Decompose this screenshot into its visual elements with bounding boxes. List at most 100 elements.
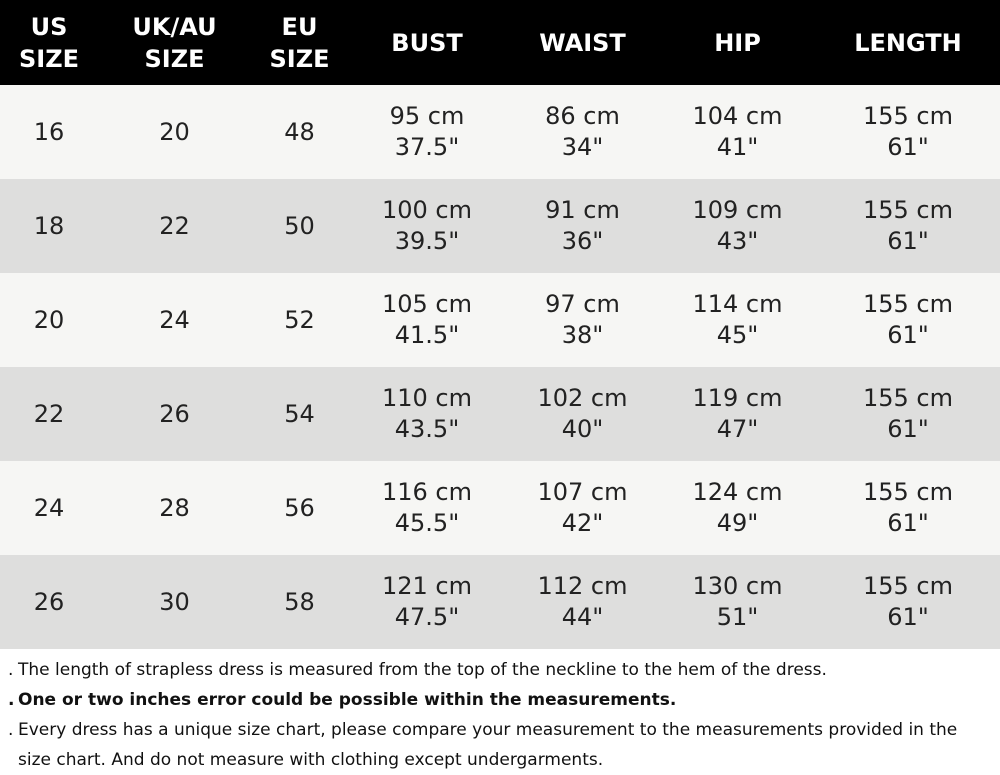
- waist-cell: 86 cm 34": [506, 85, 659, 179]
- bust-cell: 110 cm 43.5": [348, 367, 506, 461]
- cell-value: 48: [284, 117, 315, 146]
- uk-au-size-cell: 30: [98, 555, 251, 649]
- cell-value: 155 cm: [862, 384, 953, 412]
- header-label: EU: [281, 12, 318, 41]
- cell-value: 102 cm: [537, 384, 628, 412]
- cell-value-inches: 61": [887, 603, 929, 631]
- cell-value: 105 cm: [381, 290, 472, 318]
- table-row: 26 30 58 121 cm 47.5" 112 cm 44" 130 cm 51" 155 c…: [0, 555, 1000, 649]
- cell-value: 58: [284, 587, 315, 616]
- cell-value-inches: 43.5": [394, 415, 460, 443]
- cell-value: 114 cm: [692, 290, 783, 318]
- bust-cell: 95 cm 37.5": [348, 85, 506, 179]
- bust-cell: 116 cm 45.5": [348, 461, 506, 555]
- cell-value: 30: [159, 587, 190, 616]
- cell-value: 50: [284, 211, 315, 240]
- cell-value: 22: [33, 399, 65, 428]
- table-row: 22 26 54 110 cm 43.5" 102 cm 40" 119 cm 47" 155 c…: [0, 367, 1000, 461]
- cell-value-inches: 61": [887, 227, 929, 255]
- cell-value: 22: [159, 211, 190, 240]
- hip-cell: 124 cm 49": [659, 461, 816, 555]
- cell-value-inches: 38": [561, 321, 604, 349]
- header-uk-au-size: UK/AU SIZE: [98, 0, 251, 85]
- eu-size-cell: 52: [251, 273, 348, 367]
- cell-value: 121 cm: [381, 572, 472, 600]
- note-item: . Every dress has a unique size chart, pl…: [8, 715, 993, 775]
- cell-value: 26: [159, 399, 190, 428]
- header-label: SIZE: [18, 44, 79, 73]
- header-waist: WAIST: [506, 0, 659, 85]
- header-row: US SIZE UK/AU SIZE EU SIZE BUST WAIST HIP LENGTH: [0, 0, 1000, 85]
- cell-value: 26: [33, 587, 65, 616]
- length-cell: 155 cm 61": [816, 179, 1000, 273]
- cell-value-inches: 41.5": [394, 321, 460, 349]
- cell-value: 24: [159, 305, 190, 334]
- waist-cell: 107 cm 42": [506, 461, 659, 555]
- cell-value-inches: 43": [716, 227, 759, 255]
- cell-value: 155 cm: [862, 478, 953, 506]
- cell-value: 110 cm: [381, 384, 472, 412]
- header-label: SIZE: [269, 44, 330, 73]
- header-label: US: [30, 12, 68, 41]
- us-size-cell: 24: [0, 461, 98, 555]
- us-size-cell: 16: [0, 85, 98, 179]
- eu-size-cell: 48: [251, 85, 348, 179]
- cell-value-inches: 40": [561, 415, 604, 443]
- cell-value: 130 cm: [692, 572, 783, 600]
- eu-size-cell: 58: [251, 555, 348, 649]
- cell-value: 104 cm: [692, 102, 783, 130]
- cell-value: 109 cm: [692, 196, 783, 224]
- header-length: LENGTH: [816, 0, 1000, 85]
- header-label: HIP: [714, 28, 761, 57]
- cell-value-inches: 61": [887, 415, 929, 443]
- eu-size-cell: 50: [251, 179, 348, 273]
- note-item: . The length of strapless dress is measur…: [8, 655, 993, 685]
- cell-value: 155 cm: [862, 290, 953, 318]
- cell-value: 155 cm: [862, 572, 953, 600]
- header-eu-size: EU SIZE: [251, 0, 348, 85]
- table-row: 16 20 48 95 cm 37.5" 86 cm 34" 104 cm 41" 155 cm 6…: [0, 85, 1000, 179]
- bullet-icon: .: [8, 660, 14, 680]
- length-cell: 155 cm 61": [816, 273, 1000, 367]
- cell-value: 91 cm: [545, 196, 620, 224]
- cell-value: 107 cm: [537, 478, 628, 506]
- uk-au-size-cell: 20: [98, 85, 251, 179]
- cell-value: 52: [284, 305, 315, 334]
- cell-value-inches: 49": [716, 509, 759, 537]
- size-notes-list: . The length of strapless dress is measur…: [8, 655, 993, 775]
- cell-value: 116 cm: [381, 478, 472, 506]
- header-hip: HIP: [659, 0, 816, 85]
- cell-value-inches: 47": [716, 415, 759, 443]
- cell-value: 124 cm: [692, 478, 783, 506]
- length-cell: 155 cm 61": [816, 555, 1000, 649]
- cell-value-inches: 34": [561, 133, 604, 161]
- length-cell: 155 cm 61": [816, 461, 1000, 555]
- header-label: LENGTH: [854, 28, 962, 57]
- cell-value-inches: 41": [716, 133, 759, 161]
- bust-cell: 105 cm 41.5": [348, 273, 506, 367]
- header-bust: BUST: [348, 0, 506, 85]
- cell-value-inches: 45.5": [394, 509, 460, 537]
- bullet-icon: .: [8, 690, 15, 710]
- cell-value: 20: [33, 305, 65, 334]
- table-row: 18 22 50 100 cm 39.5" 91 cm 36" 109 cm 43" 155 cm…: [0, 179, 1000, 273]
- cell-value: 112 cm: [537, 572, 628, 600]
- size-chart-table: US SIZE UK/AU SIZE EU SIZE BUST WAIST HIP LENGTH …: [0, 0, 1000, 649]
- cell-value-inches: 61": [887, 133, 929, 161]
- cell-value: 95 cm: [389, 102, 465, 130]
- us-size-cell: 18: [0, 179, 98, 273]
- header-label: SIZE: [144, 44, 205, 73]
- note-text: One or two inches error could be possibl…: [18, 690, 677, 710]
- hip-cell: 109 cm 43": [659, 179, 816, 273]
- length-cell: 155 cm 61": [816, 85, 1000, 179]
- cell-value: 155 cm: [862, 102, 953, 130]
- cell-value: 18: [33, 211, 65, 240]
- note-item: . One or two inches error could be possib…: [8, 685, 993, 715]
- hip-cell: 130 cm 51": [659, 555, 816, 649]
- cell-value: 24: [33, 493, 65, 522]
- bust-cell: 121 cm 47.5": [348, 555, 506, 649]
- cell-value-inches: 44": [561, 603, 604, 631]
- eu-size-cell: 54: [251, 367, 348, 461]
- cell-value: 86 cm: [545, 102, 620, 130]
- uk-au-size-cell: 28: [98, 461, 251, 555]
